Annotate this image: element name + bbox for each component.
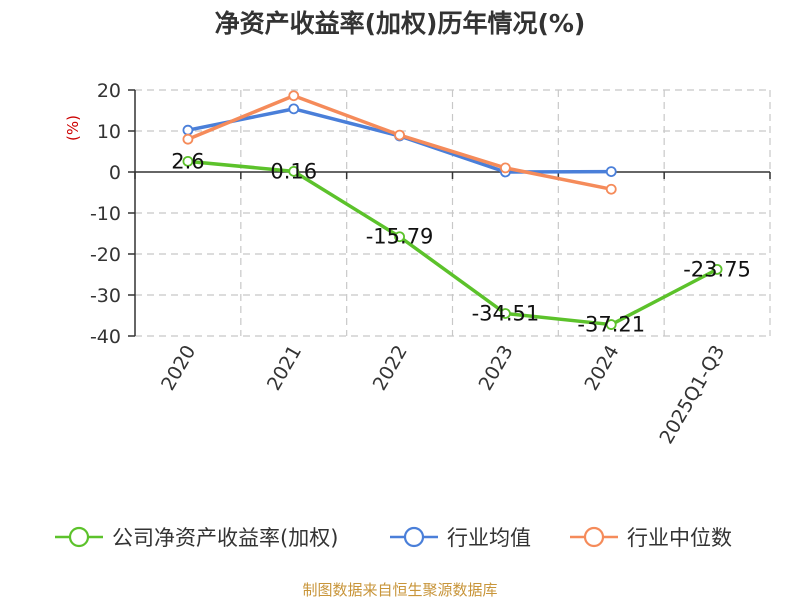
y-tick-labels: 20 10 0 -10 -20 -30 -40 [90, 80, 121, 348]
data-label: -34.51 [472, 301, 540, 325]
x-tick-label: 2025Q1-Q3 [655, 342, 729, 448]
data-point [182, 155, 194, 167]
data-label: 0.16 [270, 159, 317, 183]
data-point [605, 183, 617, 195]
x-tick-label: 2022 [369, 342, 412, 395]
x-tick-labels: 2020 2021 2022 2023 2024 2025Q1-Q3 [157, 342, 729, 448]
legend: 公司净资产收益率(加权) 行业均值 行业中位数 [55, 526, 732, 550]
legend-label: 行业均值 [447, 526, 531, 550]
data-point [182, 133, 194, 145]
data-point [500, 162, 511, 174]
data-label: -23.75 [683, 257, 751, 281]
data-label: -37.21 [577, 313, 645, 337]
y-tick-label: 10 [97, 121, 121, 143]
series-group: 2.6 0.16 -15.79 -34.51 -37.21 -23.75 [171, 90, 751, 337]
y-tick-label: 20 [97, 80, 121, 102]
legend-marker [583, 526, 605, 548]
y-tick-label: -40 [90, 326, 121, 348]
series-line [186, 93, 613, 191]
data-label: -15.79 [366, 225, 434, 249]
data-label: 2.6 [171, 149, 204, 173]
y-tick-label: -30 [90, 285, 121, 307]
y-tick-label: -20 [90, 244, 121, 266]
chart-title: 净资产收益率(加权)历年情况(%) [215, 9, 586, 38]
data-point [182, 124, 194, 136]
data-point [394, 129, 405, 141]
x-tick-label: 2024 [580, 342, 623, 395]
data-point [605, 319, 617, 330]
data-point [288, 165, 300, 177]
y-tick-label: -10 [90, 203, 121, 225]
x-tick-label: 2020 [157, 342, 200, 395]
source-text: 制图数据来自恒生聚源数据库 [302, 581, 497, 599]
y-unit-label: (%) [64, 115, 82, 141]
series-line [186, 159, 719, 327]
legend-marker [403, 526, 425, 548]
data-point [394, 231, 405, 243]
data-point [500, 308, 511, 319]
legend-label: 行业中位数 [627, 526, 732, 550]
data-point [605, 166, 617, 177]
x-tick-label: 2021 [263, 342, 306, 395]
legend-marker [68, 526, 90, 548]
x-tick-label: 2023 [475, 342, 518, 395]
grid-lines [135, 89, 771, 337]
axes [128, 89, 771, 337]
legend-label: 公司净资产收益率(加权) [112, 526, 338, 550]
y-tick-label: 0 [109, 162, 121, 184]
data-point [288, 90, 300, 102]
data-point [711, 263, 723, 275]
data-point [288, 103, 300, 115]
